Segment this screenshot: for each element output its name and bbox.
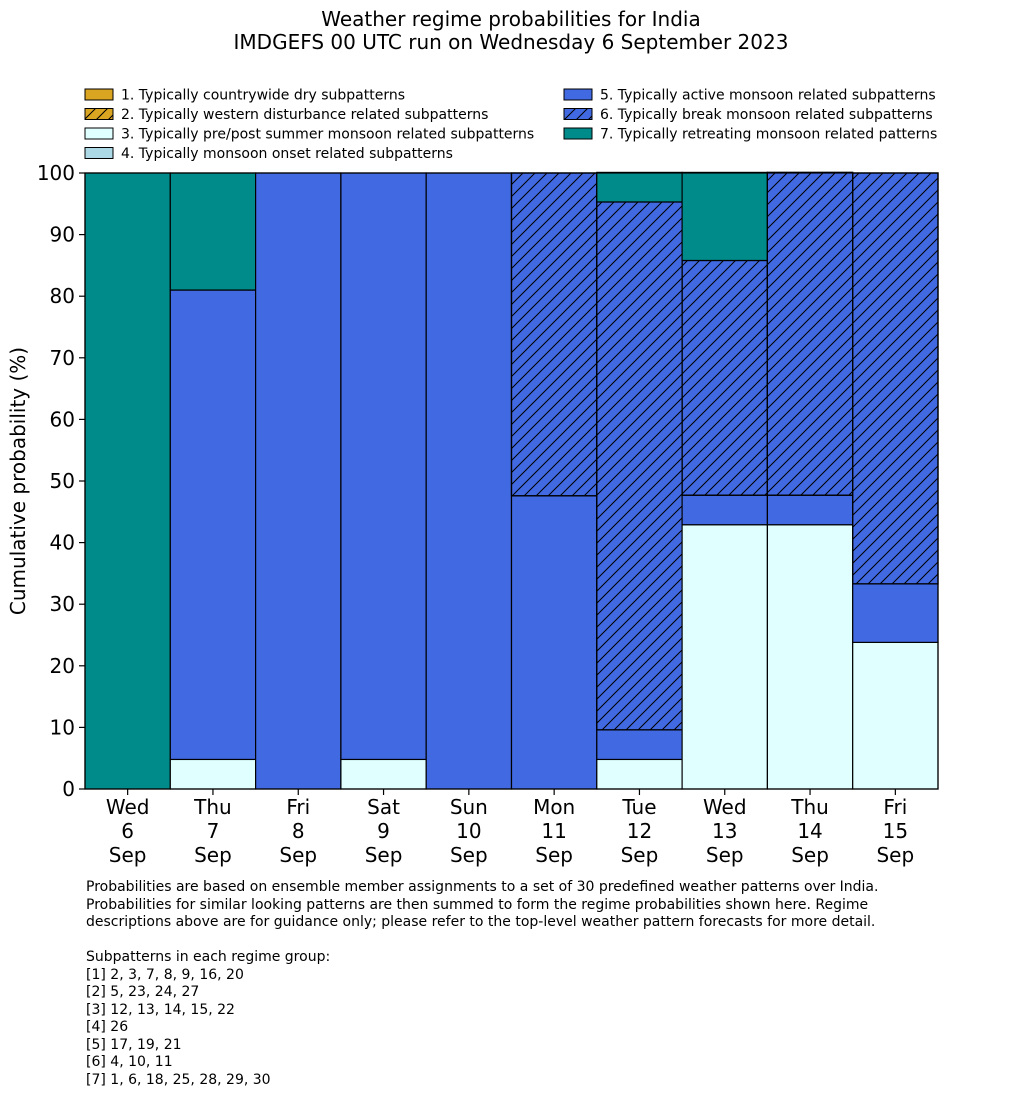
bar-segment <box>169 758 257 790</box>
legend-swatch <box>84 88 114 101</box>
legend-swatch-hatch <box>563 108 593 120</box>
note-line: Probabilities for similar looking patter… <box>86 896 869 913</box>
bar-segment <box>340 172 427 761</box>
y-tick-label: 10 <box>50 715 75 739</box>
x-tick-label: Mon 11 Sep <box>533 795 575 867</box>
x-tick-label: Fri 15 Sep <box>876 795 914 867</box>
bar-segment <box>84 172 171 790</box>
legend-label: 6. Typically break monsoon related subpa… <box>600 107 933 123</box>
legend-swatch <box>563 127 593 140</box>
footnotes: Probabilities are based on ensemble memb… <box>86 879 878 1089</box>
bar-segment-hatch <box>852 172 939 585</box>
bar-segment <box>681 494 768 526</box>
bar-segment <box>766 494 854 526</box>
x-tick-label: Fri 8 Sep <box>279 795 317 867</box>
bar-segment <box>169 172 257 291</box>
x-tick-label: Wed 6 Sep <box>106 795 150 867</box>
legend: 1. Typically countrywide dry subpatterns… <box>84 88 937 162</box>
y-tick-label: 70 <box>50 346 75 370</box>
y-tick-label: 0 <box>62 777 75 801</box>
group-line: [4] 26 <box>86 1019 129 1035</box>
legend-label: 2. Typically western disturbance related… <box>121 107 488 123</box>
bar-segment <box>681 171 768 262</box>
legend-swatch <box>84 127 114 140</box>
x-tick-label: Thu 7 Sep <box>193 795 232 867</box>
y-axis: 0 10 20 30 40 50 60 70 80 90 100 <box>37 161 85 801</box>
legend-label: 3. Typically pre/post summer monsoon rel… <box>121 127 534 143</box>
bar-segment-hatch <box>596 201 683 731</box>
bar-segment <box>255 172 342 790</box>
group-line: [6] 4, 10, 11 <box>86 1054 173 1070</box>
bar-segment <box>596 729 683 761</box>
group-line: [2] 5, 23, 24, 27 <box>86 984 200 1000</box>
y-tick-label: 60 <box>50 407 75 431</box>
group-line: [3] 12, 13, 14, 15, 22 <box>86 1001 235 1018</box>
bar-segment <box>425 172 513 790</box>
legend-label: 4. Typically monsoon onset related subpa… <box>121 146 453 162</box>
bar-segment-hatch <box>766 171 854 496</box>
x-tick-label: Tue 12 Sep <box>621 795 659 867</box>
y-tick-label: 30 <box>50 592 75 616</box>
bar-segment <box>681 524 768 790</box>
legend-label: 5. Typically active monsoon related subp… <box>600 88 936 104</box>
group-line: [1] 2, 3, 7, 8, 9, 16, 20 <box>86 966 244 983</box>
bars <box>84 171 939 790</box>
y-tick-label: 40 <box>50 531 75 555</box>
bar-segment <box>169 289 257 761</box>
bar-segment <box>596 171 683 203</box>
chart-title: Weather regime probabilities for India <box>321 7 701 31</box>
note-line: descriptions above are for guidance only… <box>86 914 876 930</box>
x-tick-label: Sun 10 Sep <box>450 795 488 867</box>
y-tick-label: 90 <box>50 223 75 247</box>
bar-segment <box>596 758 683 790</box>
groups-heading: Subpatterns in each regime group: <box>86 949 331 965</box>
note-line: Probabilities are based on ensemble memb… <box>86 879 879 895</box>
bar-segment <box>766 524 854 790</box>
bar-segment <box>510 495 598 790</box>
legend-swatch <box>563 88 593 101</box>
group-line: [7] 1, 6, 18, 25, 28, 29, 30 <box>86 1071 271 1088</box>
x-tick-label: Wed 13 Sep <box>703 795 747 867</box>
y-tick-label: 80 <box>50 284 75 308</box>
bar-segment-hatch <box>510 172 598 497</box>
legend-swatch-hatch <box>84 108 114 120</box>
y-tick-label: 20 <box>50 654 75 678</box>
bar-segment <box>852 583 939 643</box>
x-tick-label: Thu 14 Sep <box>790 795 829 867</box>
y-axis-label: Cumulative probability (%) <box>6 347 30 615</box>
x-tick-label: Sat 9 Sep <box>365 795 403 867</box>
legend-swatch <box>84 147 114 159</box>
bar-segment <box>852 641 939 790</box>
legend-label: 1. Typically countrywide dry subpatterns <box>121 88 405 104</box>
group-line: [5] 17, 19, 21 <box>86 1036 182 1053</box>
y-tick-label: 50 <box>50 469 75 493</box>
bar-segment <box>340 758 427 790</box>
bar-segment-hatch <box>681 259 768 496</box>
y-tick-label: 100 <box>37 161 75 185</box>
legend-label: 7. Typically retreating monsoon related … <box>600 127 937 143</box>
chart-subtitle: IMDGEFS 00 UTC run on Wednesday 6 Septem… <box>234 30 789 54</box>
x-axis: Wed 6 Sep Thu 7 Sep Fri 8 Sep Sat 9 Sep Sun 10 Sep Mon 1… <box>106 789 914 867</box>
